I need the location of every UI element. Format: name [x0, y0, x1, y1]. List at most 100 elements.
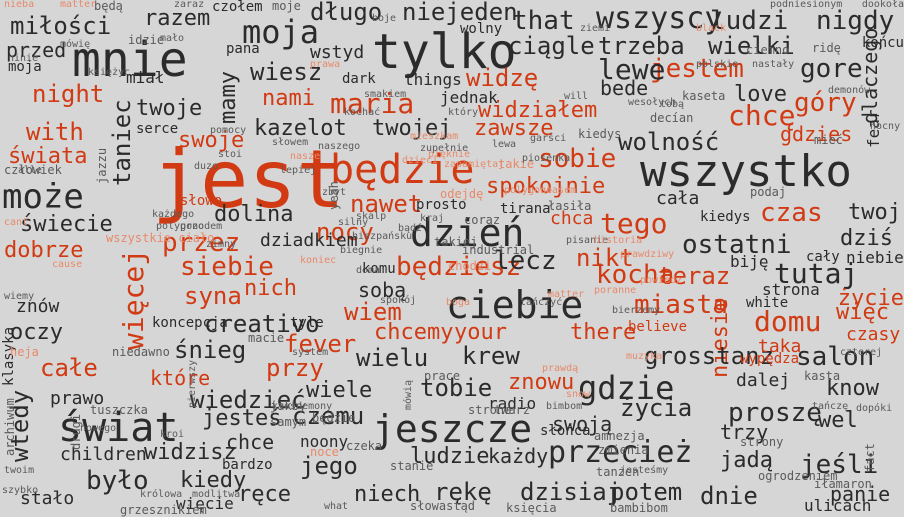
word-nocny-257: nocny: [870, 121, 901, 132]
word-zawsze-44: zawsze: [474, 116, 554, 141]
word-smakiem-247: smakiem: [364, 89, 407, 100]
word-reke-123: rękę: [434, 478, 492, 506]
word-jestesmy-204: jesteśmy: [620, 465, 669, 476]
word-lasila-277: łasiła: [548, 199, 592, 213]
word-noce-196: noce: [310, 445, 339, 459]
word-kocha-66: kocha: [596, 260, 675, 290]
word-twoim-223: twoim: [4, 465, 35, 476]
word-poranne-297: poranne: [594, 285, 637, 296]
word-wielu-96: wielu: [356, 344, 429, 372]
word-siebie-62: siebie: [180, 252, 274, 282]
word-wszystkie-cialo-186: wszystkie ciało: [106, 231, 215, 245]
word-lecz-64: lecz: [494, 246, 557, 276]
word-slowo-185: słowo: [180, 193, 223, 209]
word-tyle-146: tyle: [290, 315, 324, 331]
word-polskie-170: polskie: [696, 59, 739, 70]
word-ciebie-6: ciebie: [446, 283, 584, 327]
word-ludzie-115: ludzie: [410, 444, 490, 469]
word-doma-292: doma: [356, 265, 381, 276]
word-dookola-256: dookoła: [861, 0, 904, 10]
word-duzo-259: duzo: [194, 161, 219, 172]
word-tanzen-203: tanzen: [596, 465, 640, 479]
word-wypedza-190: wypędza: [740, 351, 800, 367]
word-mial-136: miał: [126, 68, 165, 87]
word-koncepcja-155: koncepcja: [152, 315, 228, 331]
word-panie-127: panie: [830, 482, 891, 506]
word-podniesionym-254: podniesionym: [770, 0, 843, 10]
word-ride-172: ridę: [812, 41, 841, 55]
word-przeciez-10: przecież: [548, 435, 693, 470]
word-tylko-2: tylko: [372, 24, 517, 80]
word-believe-189: believe: [628, 319, 688, 335]
word-gore-26: gore: [800, 54, 863, 84]
word-strony-202: strony: [740, 435, 784, 449]
word-chce-113: chce: [226, 430, 275, 454]
word-odejde-191: odejdę: [440, 187, 484, 201]
word-pisanie-278: pisanie: [566, 235, 609, 246]
word-swoja-110: swoją: [552, 412, 613, 436]
word-there-84: there: [570, 320, 637, 345]
word-bede-143: bede: [600, 76, 649, 100]
word-czlowiek-237: człowiek: [4, 163, 62, 177]
word-jego-114: jego: [300, 452, 358, 480]
word-oczy-81: oczy: [10, 320, 63, 345]
word-noony-133: noony: [300, 432, 349, 451]
word-potem-125: potem: [610, 478, 683, 506]
word-chce-36: chcę: [728, 99, 796, 132]
word-demonow-255: demonów: [828, 85, 871, 96]
word-amnezja-200: amnezja: [594, 429, 645, 443]
word-wiecej-70: więcej: [117, 248, 150, 350]
word-radio-134: radio: [488, 394, 537, 413]
word-jada-117: jadą: [720, 448, 773, 473]
word-strona-152: strona: [762, 280, 820, 299]
word-niech-122: niech: [354, 482, 421, 507]
word-tego-55: tego: [600, 207, 668, 240]
word-wiesz-28: wiesz: [250, 58, 323, 86]
word-bimbom-198: bimbom: [546, 401, 583, 412]
word-znowu-97: znowu: [508, 370, 575, 395]
word-dobrze-69: dobrze: [4, 238, 84, 263]
word-caly-151: cały: [806, 249, 840, 265]
word-swiecie-56: świecie: [20, 212, 113, 237]
word-coraz-179: coraz: [464, 213, 501, 227]
word-ktory-249: który: [448, 107, 479, 118]
word-chca-58: chca: [550, 208, 594, 229]
word-your-83: your: [454, 320, 507, 345]
word-teraz-67: teraz: [658, 262, 731, 290]
word-powiedz-281: powiedz: [640, 275, 683, 286]
word-kiedys-149: kiedys: [700, 209, 751, 225]
word-tuszczka-227: tuszczka: [90, 403, 148, 417]
word-zycie-75: życie: [837, 286, 904, 311]
word-razem-17: razem: [144, 6, 211, 31]
word-bedziesz-63: będziesz: [396, 252, 522, 282]
word-prawda-239: prawdą: [542, 363, 579, 374]
word-czas-51: czas: [760, 198, 823, 228]
word-bambibom-208: bambibom: [610, 501, 668, 515]
word-prawo-100: prawo: [50, 388, 105, 409]
word-nasze-288: nasze: [290, 151, 321, 162]
word-will-250: will: [564, 91, 589, 102]
word-cala-148: cała: [656, 188, 700, 209]
word-mieszkam-286: mieszkam: [410, 131, 459, 142]
word-zycia-104: życia: [620, 394, 693, 422]
word-dopoki-221: dopóki: [856, 403, 893, 414]
word-grzesznikiem-212: grzesznikiem: [120, 503, 207, 517]
word-gdzie-9: gdzie: [578, 369, 675, 407]
word-samym-231: samym: [270, 415, 307, 429]
word-historia-279: historia: [594, 235, 643, 246]
word-ktore-95: które: [150, 366, 211, 390]
word-widzialem-35: widziałem: [478, 98, 598, 123]
word-cant-235: cant: [4, 217, 29, 228]
word-pomocy-264: pomocy: [210, 125, 247, 136]
word-syna-71: syna: [184, 282, 242, 310]
word-night-30: night: [32, 80, 105, 108]
word-creativo-77: creativo: [204, 310, 320, 338]
word-ksiecia-207: księcia: [506, 501, 557, 515]
word-nami-32: nami: [262, 86, 315, 111]
word-lewe-22: lewe: [598, 53, 666, 86]
word-domu-79: domu: [754, 305, 822, 338]
word-bierzemy-298: bierzemy: [612, 305, 661, 316]
word-szybko-222: szybko: [2, 485, 39, 496]
word-ziemi-169: ziemi: [580, 23, 611, 34]
word-toba-252: tobą: [660, 99, 685, 110]
